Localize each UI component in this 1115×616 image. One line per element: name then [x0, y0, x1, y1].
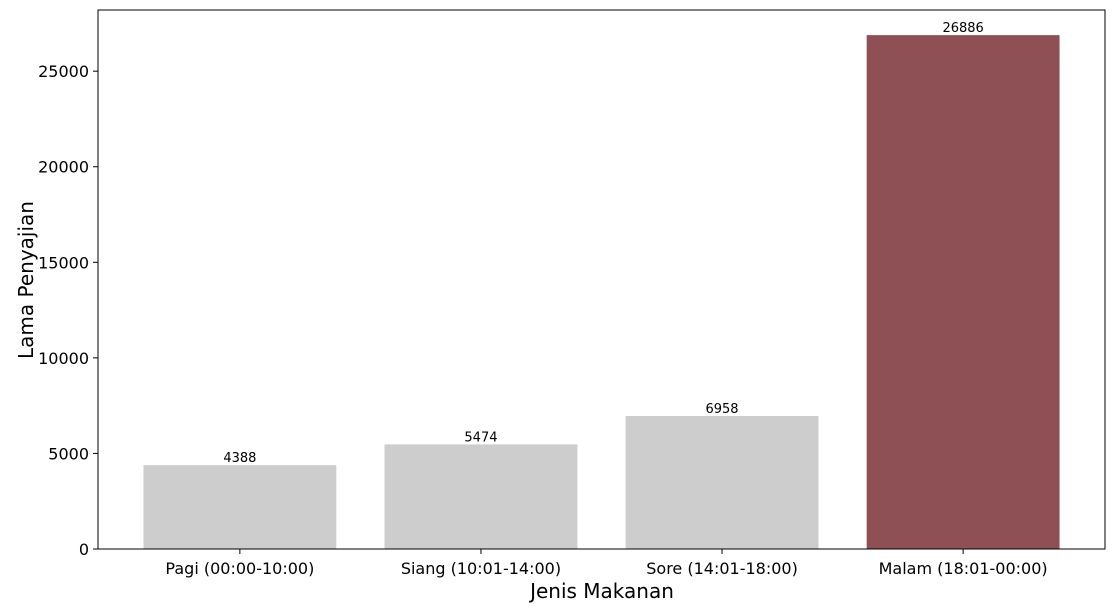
x-tick-label: Sore (14:01-18:00): [646, 559, 798, 578]
y-axis-title: Lama Penyajian: [14, 201, 38, 359]
y-axis: 0 5000 10000 15000 20000 25000: [38, 62, 98, 559]
y-tick-label: 20000: [38, 158, 89, 177]
y-tick-label: 0: [79, 540, 89, 559]
y-tick-label: 10000: [38, 349, 89, 368]
x-axis: Pagi (00:00-10:00) Siang (10:01-14:00) Sor…: [165, 549, 1048, 578]
bar-value-label: 26886: [942, 21, 983, 36]
y-tick-label: 25000: [38, 62, 89, 81]
x-tick-label: Malam (18:01-00:00): [879, 559, 1048, 578]
x-tick-label: Siang (10:01-14:00): [401, 559, 561, 578]
y-tick-label: 5000: [48, 444, 89, 463]
bar-2: [384, 444, 578, 549]
x-axis-title: Jenis Makanan: [528, 579, 674, 603]
bar-4: [866, 35, 1060, 549]
y-tick-label: 15000: [38, 253, 89, 272]
bar-value-label: 4388: [223, 451, 256, 466]
bar-3: [625, 416, 819, 549]
x-tick-label: Pagi (00:00-10:00): [165, 559, 314, 578]
bars-layer: [143, 35, 1060, 549]
data-labels-layer: 4388 5474 6958 26886: [223, 21, 983, 466]
plot-frame: [97, 9, 1106, 550]
bar-1: [143, 465, 337, 549]
bar-value-label: 6958: [705, 402, 738, 417]
bar-value-label: 5474: [464, 430, 497, 445]
